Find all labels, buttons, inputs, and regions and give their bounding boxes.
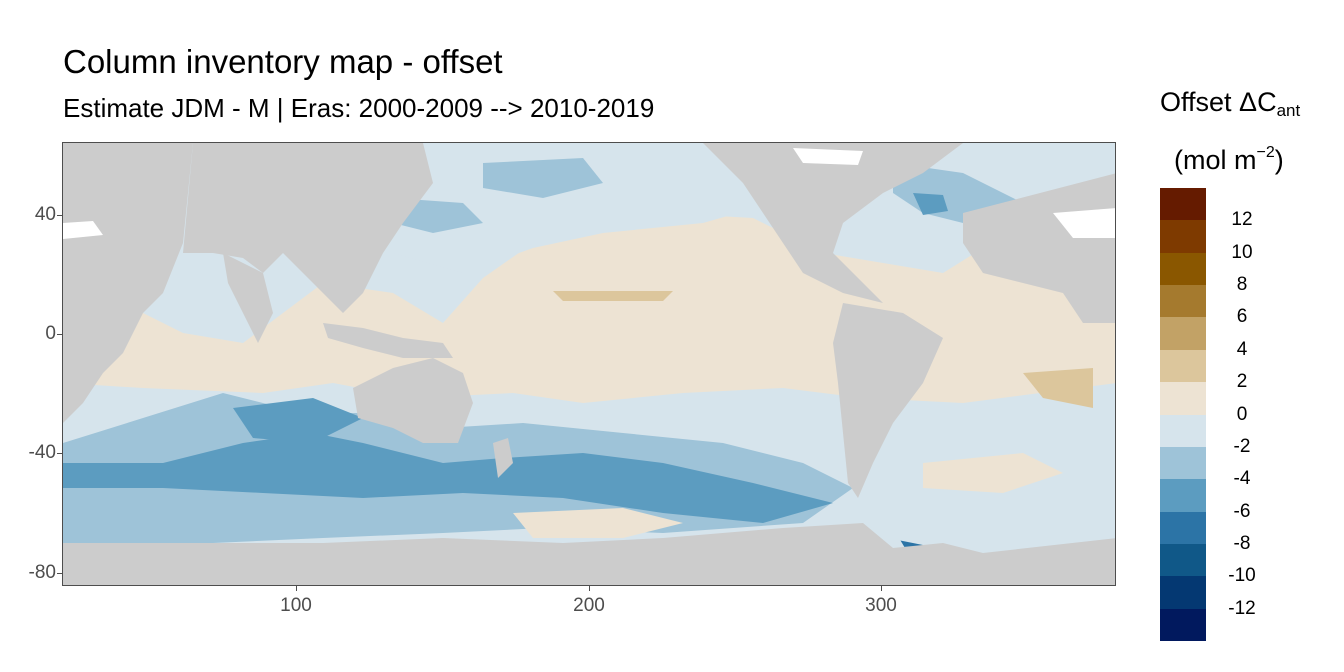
x-tick-mark	[296, 586, 297, 591]
land-africa-east	[963, 173, 1115, 323]
legend-label: 12	[1231, 209, 1253, 231]
sea-ice-north	[793, 148, 863, 165]
y-tick-label: -40	[28, 442, 56, 463]
legend-label: -2	[1233, 435, 1251, 457]
ocean-north-pacific-patch2	[393, 198, 483, 233]
ocean-indian-neg-mid	[233, 398, 363, 443]
ocean-tropical-warm-patch	[553, 291, 673, 301]
x-tick-label: 300	[865, 595, 897, 616]
ocean-north-pacific-neg	[363, 143, 773, 273]
land-north-america	[703, 143, 963, 303]
ocean-southern-neg-mid	[63, 433, 833, 523]
ocean-antarctic-warm	[513, 508, 683, 538]
land-masses	[63, 143, 1115, 585]
legend-color-step	[1160, 446, 1206, 480]
land-new-zealand	[493, 438, 513, 478]
land-south-america	[833, 303, 943, 498]
y-tick-mark	[57, 573, 62, 574]
ocean-atlantic-warm-patch	[1023, 368, 1093, 408]
legend-label: -4	[1233, 468, 1251, 490]
map-svg	[63, 143, 1115, 585]
ocean-south-atlantic-warm	[923, 453, 1063, 493]
legend-color-step	[1160, 188, 1206, 221]
legend-color-step	[1160, 479, 1206, 513]
x-tick-mark	[589, 586, 590, 591]
legend-label: 10	[1231, 241, 1253, 263]
legend-label: -10	[1228, 565, 1256, 587]
land-indonesia	[323, 323, 453, 358]
legend-color-step	[1160, 543, 1206, 577]
map-panel	[62, 142, 1116, 586]
legend-color-step	[1160, 511, 1206, 545]
legend-label: 6	[1236, 306, 1248, 328]
legend-color-step	[1160, 252, 1206, 286]
legend-color-step	[1160, 382, 1206, 415]
ocean-north-pacific-patch	[483, 158, 603, 198]
x-tick-label: 200	[573, 595, 605, 616]
legend-label: 2	[1236, 371, 1248, 393]
legend-label: -12	[1228, 597, 1256, 619]
land-india	[223, 253, 273, 343]
land-eurasia	[183, 143, 433, 313]
sea-ice	[63, 148, 1115, 239]
legend-unit: (mol m−2)	[1174, 144, 1284, 175]
legend-label: -8	[1233, 532, 1251, 554]
legend-color-step	[1160, 285, 1206, 318]
y-tick-label: 0	[45, 323, 56, 344]
legend-label: 4	[1236, 338, 1248, 360]
x-tick-mark	[881, 586, 882, 591]
legend-label: 8	[1236, 274, 1248, 296]
ocean-north-atlantic-neg2	[913, 193, 948, 215]
chart-title: Column inventory map - offset	[63, 43, 503, 80]
y-tick-mark	[57, 453, 62, 454]
legend-color-step	[1160, 608, 1206, 642]
legend-label: -6	[1233, 500, 1251, 522]
land-antarctica	[63, 523, 1115, 585]
y-tick-mark	[57, 334, 62, 335]
land-africa-west	[63, 143, 193, 423]
legend-color-step	[1160, 414, 1206, 448]
land-australia	[353, 358, 473, 443]
legend-title: Offset ΔCant	[1160, 87, 1301, 120]
legend-color-step	[1160, 349, 1206, 383]
y-tick-label: -80	[28, 562, 56, 583]
legend-color-step	[1160, 576, 1206, 610]
legend-color-bar	[1160, 188, 1206, 642]
y-tick-label: 40	[34, 204, 56, 225]
chart-subtitle: Estimate JDM - M | Eras: 2000-2009 --> 2…	[63, 93, 655, 123]
sea-ice-east	[1053, 208, 1115, 238]
legend-color-step	[1160, 220, 1206, 254]
x-tick-label: 100	[280, 595, 312, 616]
sea-ice-west	[63, 221, 103, 239]
legend-color-step	[1160, 317, 1206, 351]
legend-label: 0	[1236, 403, 1248, 425]
y-tick-mark	[57, 215, 62, 216]
